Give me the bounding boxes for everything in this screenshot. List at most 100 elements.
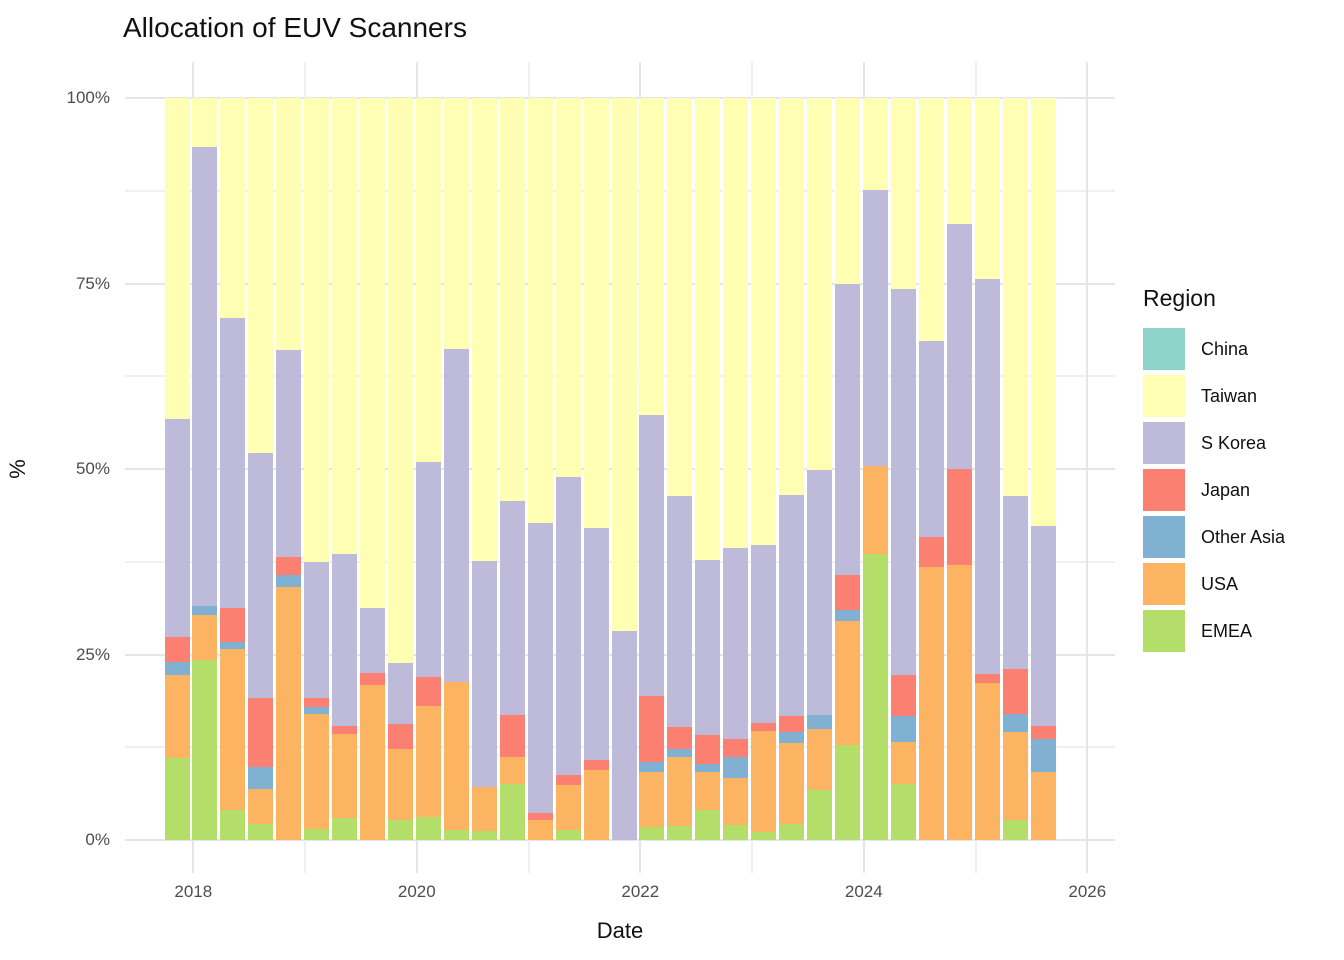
bar-segment-other-asia (164, 661, 190, 676)
bar-segment-s-korea (415, 461, 441, 677)
legend-swatch-taiwan (1143, 375, 1185, 417)
stacked-bar-2022-Q4 (723, 98, 749, 840)
bar-segment-taiwan (443, 98, 469, 349)
legend-entry-s-korea: S Korea (1143, 422, 1285, 464)
bar-segment-taiwan (946, 98, 972, 225)
legend-swatch-china (1143, 328, 1185, 370)
bar-segment-s-korea (751, 544, 777, 724)
bar-segment-other-asia (890, 716, 916, 743)
bar-segment-emea (415, 816, 441, 840)
bar-segment-emea (332, 818, 358, 840)
legend-entry-japan: Japan (1143, 469, 1285, 511)
bar-segment-usa (555, 785, 581, 831)
bar-segment-taiwan (667, 98, 693, 496)
legend-swatch-other-asia (1143, 516, 1185, 558)
bar-segment-s-korea (248, 453, 274, 698)
bar-segment-taiwan (639, 98, 665, 415)
bar-segment-japan (583, 759, 609, 771)
bar-segment-other-asia (695, 763, 721, 773)
bar-segment-taiwan (974, 98, 1000, 280)
bar-segment-taiwan (499, 98, 525, 501)
bar-segment-japan (1030, 725, 1056, 740)
bar-segment-usa (583, 770, 609, 840)
bar-segment-taiwan (555, 98, 581, 478)
bar-segment-s-korea (360, 608, 386, 674)
bar-segment-s-korea (304, 561, 330, 698)
legend-title: Region (1143, 285, 1216, 311)
bar-segment-s-korea (835, 283, 861, 576)
stacked-bar-2022-Q2 (667, 98, 693, 840)
bar-segment-taiwan (751, 98, 777, 545)
legend-swatch-s-korea (1143, 422, 1185, 464)
y-tick-label-25%: 25% (75, 644, 110, 664)
stacked-bar-2025-Q3 (1030, 98, 1056, 840)
bar-segment-usa (974, 683, 1000, 840)
legend-label: Japan (1201, 479, 1251, 500)
stacked-bar-2024-Q1 (863, 98, 888, 840)
bar-segment-japan (415, 676, 441, 706)
bar-segment-usa (807, 728, 833, 790)
bar-segment-usa (220, 649, 246, 811)
major-gridline-horizontal (125, 839, 1115, 841)
bar-segment-japan (667, 727, 693, 749)
legend-entry-usa: USA (1143, 563, 1285, 605)
bar-segment-taiwan (248, 98, 274, 454)
bar-segment-s-korea (890, 289, 916, 675)
bar-segment-usa (332, 733, 358, 819)
x-tick-label-2020: 2020 (397, 882, 436, 901)
bar-segment-usa (863, 466, 888, 554)
bar-segment-usa (527, 819, 553, 840)
stacked-bar-2018-Q3 (248, 98, 274, 840)
bar-segment-other-asia (779, 732, 805, 743)
bar-segment-taiwan (779, 98, 805, 495)
bar-segment-other-asia (276, 575, 302, 587)
bar-segment-s-korea (974, 279, 1000, 674)
bar-segment-japan (388, 723, 414, 749)
bar-segment-other-asia (304, 707, 330, 714)
bar-segment-taiwan (304, 98, 330, 562)
bar-segment-usa (248, 788, 274, 824)
bar-segment-s-korea (443, 348, 469, 682)
stacked-bar-2020-Q1 (415, 98, 441, 840)
legend-label: EMEA (1201, 620, 1253, 641)
y-tick-label-50%: 50% (75, 459, 110, 478)
bar-segment-other-asia (807, 715, 833, 729)
bar-segment-japan (751, 723, 777, 731)
bar-segment-taiwan (1030, 98, 1056, 527)
stacked-bar-2021-Q1 (527, 98, 553, 840)
bar-segment-taiwan (360, 98, 386, 609)
bar-segment-japan (639, 696, 665, 763)
x-tick-label-2026: 2026 (1068, 882, 1107, 901)
bar-segment-taiwan (835, 98, 861, 284)
bar-segment-s-korea (192, 146, 218, 607)
bar-segment-japan (499, 715, 525, 757)
bar-segment-taiwan (471, 98, 497, 561)
stacked-bar-2020-Q2 (443, 98, 469, 840)
stacked-bar-2022-Q3 (695, 98, 721, 840)
stacked-bar-2019-Q1 (304, 98, 330, 840)
legend-entry-other-asia: Other Asia (1143, 516, 1285, 558)
legend-label: China (1201, 338, 1249, 359)
legend-entries: China Taiwan S Korea Japan Other Asia USA EMEA (1143, 328, 1285, 652)
bar-segment-taiwan (863, 98, 888, 190)
bar-segment-usa (918, 566, 944, 840)
bar-segment-other-asia (192, 606, 218, 616)
bar-segment-taiwan (388, 98, 414, 663)
bar-segment-japan (276, 556, 302, 576)
bar-segment-s-korea (723, 547, 749, 740)
bar-segment-japan (360, 673, 386, 685)
x-tick-label-2018: 2018 (174, 882, 213, 901)
bar-segment-japan (304, 697, 330, 708)
bar-segment-usa (835, 621, 861, 745)
bar-segment-japan (220, 608, 246, 642)
bar-segment-s-korea (220, 318, 246, 609)
bar-segment-taiwan (723, 98, 749, 548)
stacked-bar-2024-Q2 (890, 98, 916, 840)
legend-label: USA (1201, 573, 1239, 594)
major-gridline-vertical (1086, 62, 1089, 873)
bar-segment-other-asia (1002, 713, 1028, 733)
bar-segment-other-asia (220, 641, 246, 650)
legend-swatch-japan (1143, 469, 1185, 511)
plot-panel (125, 62, 1115, 873)
bar-segment-usa (1030, 772, 1056, 840)
